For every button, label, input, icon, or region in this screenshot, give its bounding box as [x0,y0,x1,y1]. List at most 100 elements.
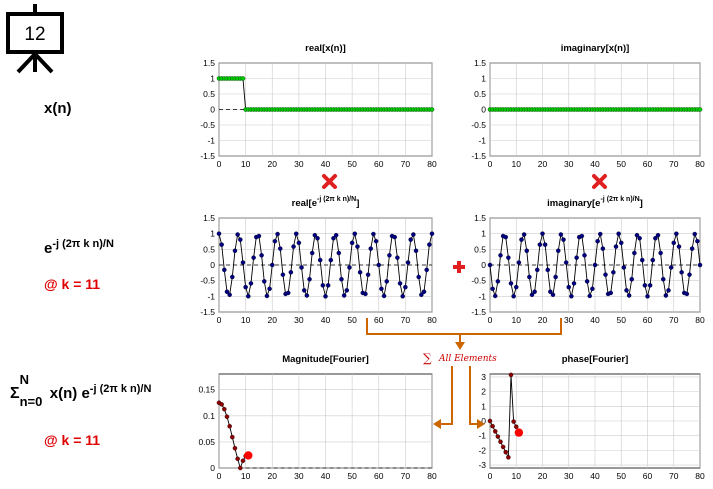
x-tick-label: 30 [564,159,574,169]
y-tick-label: 0.5 [474,244,486,254]
multiply-icon [592,174,607,189]
data-point [222,267,227,273]
chart-title: imaginary[e-j (2π k n)/N] [547,196,643,209]
x-tick-label: 30 [564,471,574,481]
x-tick-label: 10 [512,471,522,481]
data-point [304,293,310,298]
data-point [689,246,695,251]
data-point [684,291,690,297]
data-point [224,289,230,294]
x-tick-label: 60 [374,159,384,169]
y-tick-label: 1 [481,401,486,411]
chart-title: real[e-j (2π k n)/N] [292,196,360,209]
data-point [285,290,291,296]
x-tick-label: 10 [512,159,522,169]
data-point [637,236,642,241]
y-tick-label: 1.5 [203,213,215,223]
y-tick-label: 0 [210,105,215,115]
x-tick-label: 20 [268,315,278,325]
data-point [647,283,653,288]
data-point [658,250,663,256]
data-point [240,76,246,81]
data-point [532,289,537,294]
x-tick-label: 70 [669,471,679,481]
data-point [259,253,264,258]
y-tick-label: 0 [481,260,486,270]
data-point [642,283,648,288]
data-point [269,262,275,268]
data-point [603,272,608,277]
data-point [592,262,598,268]
data-point [405,260,411,265]
arrow-icon [366,318,562,425]
row3-sigma: Σ [10,385,20,402]
y-tick-label: -1 [207,136,215,146]
data-point [590,286,595,292]
y-tick-label: -3 [478,460,486,470]
data-point [650,257,656,263]
data-point [616,231,621,237]
arrow-icon [455,342,465,350]
data-point [307,276,312,282]
data-point [697,107,703,112]
x-tick-label: 80 [427,315,437,325]
data-point [230,274,235,280]
data-point [595,238,600,244]
x-tick-label: 30 [294,471,304,481]
y-tick-label: 0.15 [198,385,215,395]
x-tick-label: 0 [488,315,493,325]
data-point [376,262,381,268]
data-point [315,236,320,241]
x-tick-label: 20 [538,471,548,481]
data-point [235,232,240,237]
y-tick-label: -0.5 [200,276,215,286]
x-tick-label: 30 [294,159,304,169]
x-tick-label: 30 [294,315,304,325]
x-tick-label: 40 [321,315,331,325]
y-tick-label: 3 [481,372,486,382]
data-point [490,423,495,429]
row1-label: x(n) [44,100,72,117]
x-tick-label: 0 [488,159,493,169]
x-tick-label: 0 [217,315,222,325]
x-tick-label: 40 [590,471,600,481]
data-point [508,281,514,286]
sum-symbol: ∑ [423,351,432,365]
data-point [293,231,299,237]
data-point [692,231,698,237]
data-point [566,284,572,290]
data-point [563,260,569,265]
chart-title: imaginary[x(n)] [561,43,630,54]
data-point [427,242,432,247]
data-point [619,240,624,246]
data-point [267,286,272,292]
data-point [357,270,363,275]
data-point [232,445,238,451]
y-tick-label: 1.5 [203,58,215,68]
data-point [416,274,421,280]
data-point [671,240,677,246]
arrow-icon [433,419,441,429]
chart-magnitude: 0 10 20 30 40 50 60 70 80 0 0.05 0.1 0.15 Magnitude[F… [198,354,437,481]
x-tick-label: 70 [669,159,679,169]
x-tick-label: 20 [538,315,548,325]
y-tick-label: 1.5 [474,58,486,68]
data-point [500,444,506,450]
chart-real-x: 0 10 20 30 40 50 60 70 80 -1.5 -1 -0.5 0 0.5 1 1.5 real[… [200,43,437,169]
data-point [365,272,371,277]
data-point [582,253,587,258]
x-tick-label: 50 [347,159,357,169]
y-tick-label: -1 [478,291,486,301]
x-tick-label: 30 [564,315,574,325]
data-point [277,246,283,251]
data-point [634,232,640,238]
data-point [222,406,227,412]
data-point [251,255,256,260]
data-point [495,434,501,439]
x-tick-label: 60 [374,315,384,325]
data-point [508,372,514,378]
x-tick-label: 80 [695,159,705,169]
data-point [230,434,235,440]
